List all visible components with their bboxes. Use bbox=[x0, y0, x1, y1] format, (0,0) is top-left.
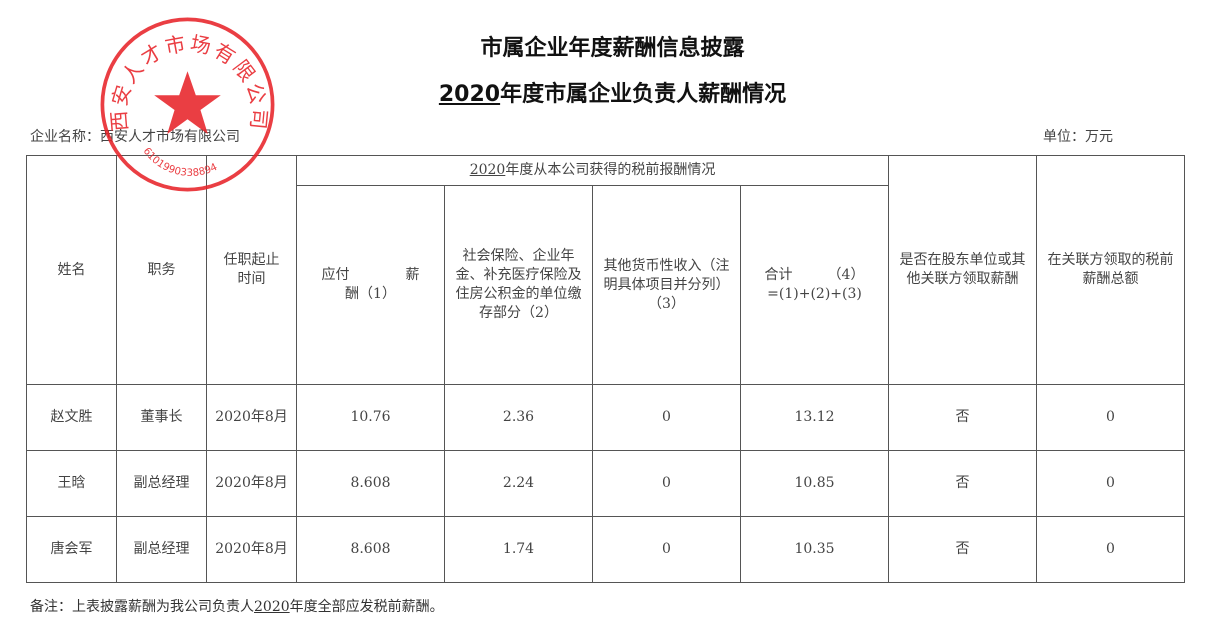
salary-table: 姓名 职务 任职起止时间 2020年度从本公司获得的税前报酬情况 是否在股东单位… bbox=[26, 155, 1186, 583]
footnote-year: 2020 bbox=[254, 599, 290, 615]
cell-total: 13.12 bbox=[739, 384, 890, 451]
cell-related-total: 0 bbox=[1036, 384, 1186, 451]
cell-other: 0 bbox=[592, 516, 741, 583]
header-total: 合计 （4） =(1)+(2)+(3) bbox=[739, 185, 890, 385]
document-subtitle: 2020年度市属企业负责人薪酬情况 bbox=[0, 76, 1225, 108]
cell-total: 10.85 bbox=[739, 450, 890, 517]
cell-insurance: 1.74 bbox=[444, 516, 593, 583]
cell-salary: 8.608 bbox=[296, 450, 445, 517]
document-title: 市属企业年度薪酬信息披露 bbox=[480, 36, 745, 61]
header-group: 2020年度从本公司获得的税前报酬情况 bbox=[295, 155, 890, 186]
cell-related-total: 0 bbox=[1036, 516, 1186, 583]
cell-insurance: 2.24 bbox=[444, 450, 593, 517]
cell-salary: 10.76 bbox=[296, 384, 445, 451]
cell-tenure: 2020年8月 bbox=[206, 384, 297, 451]
cell-shareholder: 否 bbox=[888, 450, 1038, 517]
footnote-suffix: 年度全部应发税前薪酬。 bbox=[289, 599, 444, 615]
cell-shareholder: 否 bbox=[888, 384, 1038, 451]
cell-tenure: 2020年8月 bbox=[206, 516, 297, 583]
header-tenure: 任职起止时间 bbox=[206, 155, 297, 385]
header-insurance: 社会保险、企业年金、补充医疗保险及住房公积金的单位缴存部分（2） bbox=[444, 185, 593, 385]
table-row: 赵文胜 董事长 2020年8月 10.76 2.36 0 13.12 否 0 bbox=[26, 384, 1186, 451]
unit-label: 单位：万元 bbox=[1043, 129, 1113, 145]
cell-other: 0 bbox=[592, 384, 741, 451]
header-total-label: 合计 （4） bbox=[764, 267, 865, 283]
cell-tenure: 2020年8月 bbox=[206, 450, 297, 517]
cell-related-total: 0 bbox=[1036, 450, 1186, 517]
cell-position: 副总经理 bbox=[116, 450, 207, 517]
footnote-prefix: 备注：上表披露薪酬为我公司负责人 bbox=[30, 599, 254, 615]
header-related-total: 在关联方领取的税前薪酬总额 bbox=[1036, 155, 1186, 385]
cell-insurance: 2.36 bbox=[444, 384, 593, 451]
header-other: 其他货币性收入（注明具体项目并分列）（3） bbox=[592, 185, 741, 385]
cell-other: 0 bbox=[592, 450, 741, 517]
table-row: 王晗 副总经理 2020年8月 8.608 2.24 0 10.85 否 0 bbox=[26, 450, 1186, 517]
cell-name: 赵文胜 bbox=[26, 384, 117, 451]
subtitle-text: 年度市属企业负责人薪酬情况 bbox=[500, 82, 787, 107]
header-total-formula: =(1)+(2)+(3) bbox=[767, 286, 862, 302]
cell-shareholder: 否 bbox=[888, 516, 1038, 583]
cell-position: 副总经理 bbox=[116, 516, 207, 583]
header-position: 职务 bbox=[116, 155, 207, 385]
footnote: 备注：上表披露薪酬为我公司负责人2020年度全部应发税前薪酬。 bbox=[30, 596, 444, 616]
cell-salary: 8.608 bbox=[296, 516, 445, 583]
cell-name: 王晗 bbox=[26, 450, 117, 517]
table-row: 唐会军 副总经理 2020年8月 8.608 1.74 0 10.35 否 0 bbox=[26, 516, 1186, 583]
group-year: 2020 bbox=[469, 162, 506, 178]
cell-position: 董事长 bbox=[116, 384, 207, 451]
group-text: 年度从本公司获得的税前报酬情况 bbox=[505, 162, 716, 178]
header-salary: 应付 薪酬（1） bbox=[296, 185, 445, 385]
cell-total: 10.35 bbox=[739, 516, 890, 583]
subtitle-year: 2020 bbox=[438, 82, 501, 107]
cell-name: 唐会军 bbox=[26, 516, 117, 583]
header-name: 姓名 bbox=[26, 155, 117, 385]
company-name: 企业名称：西安人才市场有限公司 bbox=[30, 129, 240, 145]
header-shareholder: 是否在股东单位或其他关联方领取薪酬 bbox=[888, 155, 1038, 385]
